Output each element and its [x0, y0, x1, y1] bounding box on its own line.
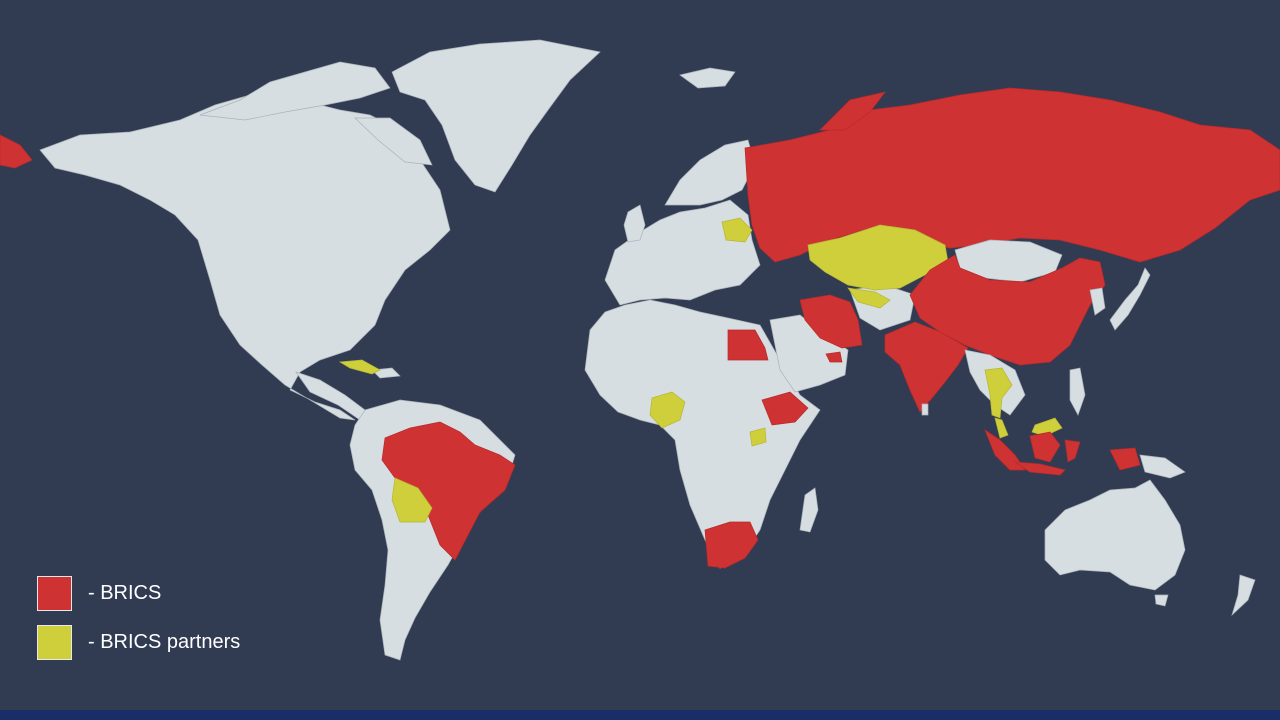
arctic-islands: [199, 61, 391, 121]
africa: [584, 299, 821, 569]
cuba: [338, 359, 381, 375]
egypt: [727, 329, 769, 361]
baffin-island: [354, 117, 433, 166]
russia-chukotka: [0, 134, 33, 169]
legend-label-partners: - BRICS partners: [88, 631, 241, 653]
new-guinea: [1139, 454, 1186, 479]
legend-label-brics: - BRICS: [88, 582, 162, 604]
thailand: [984, 367, 1013, 419]
legend-item-partners: - BRICS partners: [37, 624, 240, 661]
new-zealand: [1231, 574, 1256, 617]
indonesia-sumatra: [984, 429, 1026, 471]
great-britain: [623, 204, 646, 243]
philippines: [1069, 367, 1086, 416]
greenland: [391, 39, 601, 193]
south-africa: [704, 521, 759, 569]
legend-swatch-brics: [37, 576, 72, 611]
indonesia-borneo: [1029, 431, 1061, 463]
australia: [1044, 479, 1186, 591]
europe: [604, 199, 761, 306]
indonesia-java: [1013, 461, 1066, 476]
iceland: [679, 67, 736, 89]
legend: - BRICS - BRICS partners: [37, 575, 240, 673]
ethiopia: [761, 391, 809, 426]
russia: [744, 87, 1280, 263]
kazakhstan: [807, 224, 949, 291]
korea: [1089, 287, 1106, 316]
indonesia-sulawesi: [1064, 439, 1081, 463]
bolivia: [391, 477, 433, 523]
sri-lanka: [921, 403, 929, 416]
japan: [1109, 267, 1151, 331]
united-arab-emirates: [825, 351, 843, 363]
malaysia-borneo: [1031, 417, 1063, 437]
iran: [799, 294, 863, 349]
belarus: [721, 217, 753, 243]
legend-item-brics: - BRICS: [37, 575, 240, 612]
tasmania: [1154, 594, 1169, 607]
india: [884, 321, 969, 413]
russia-arctic-islands: [819, 91, 886, 131]
nigeria: [649, 391, 686, 429]
malaysia-peninsula: [994, 417, 1009, 439]
madagascar: [799, 487, 819, 533]
uganda: [749, 427, 767, 447]
indonesia-papua: [1109, 447, 1141, 471]
legend-swatch-partners: [37, 625, 72, 660]
scandinavia: [664, 139, 756, 206]
bottom-bar: [0, 710, 1280, 720]
uzbekistan: [847, 287, 891, 309]
